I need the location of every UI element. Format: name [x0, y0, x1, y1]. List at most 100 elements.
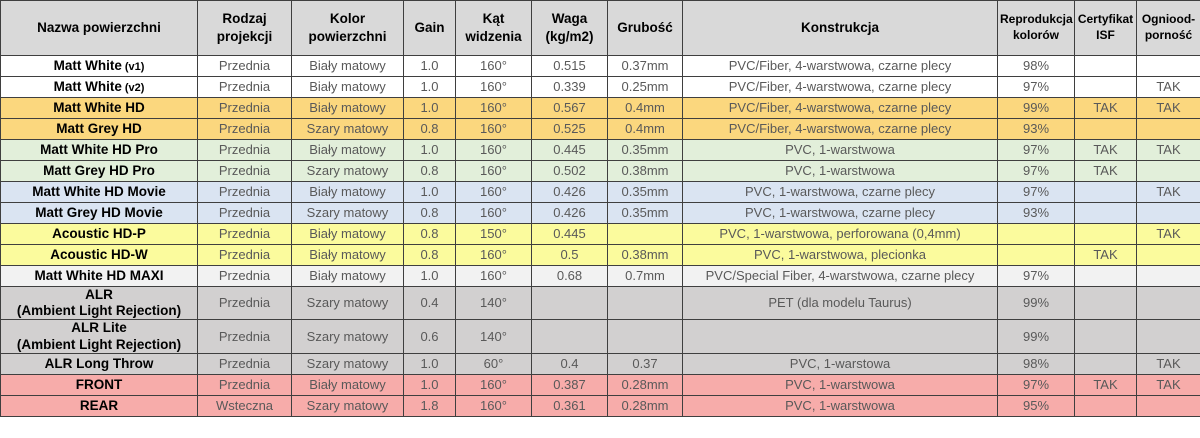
- table-body: Matt White (v1) Przednia Biały matowy 1.0…: [0, 55, 1200, 417]
- surface-name-cell: FRONT: [0, 373, 198, 396]
- thickness-cell: 0.35mm: [607, 139, 683, 161]
- fire-resistance-cell: [1136, 160, 1200, 182]
- viewing-angle-cell: 140°: [455, 285, 532, 321]
- surface-name: Matt White: [53, 78, 122, 94]
- surface-name: Acoustic HD-P: [52, 225, 146, 241]
- construction-cell: PVC/Fiber, 4-warstwowa, czarne plecy: [682, 118, 998, 140]
- weight-cell: 0.502: [531, 160, 608, 182]
- viewing-angle-cell: 60°: [455, 352, 532, 375]
- surface-color-cell: Szary matowy: [291, 319, 404, 354]
- header-thickness: Grubość: [607, 0, 683, 56]
- surface-name-cell: Matt White HD MAXI: [0, 265, 198, 287]
- table-row: REAR Wsteczna Szary matowy 1.8 160° 0.36…: [0, 394, 1200, 417]
- header-weight: Waga (kg/m2): [531, 0, 608, 56]
- projection-type-cell: Przednia: [197, 55, 292, 77]
- thickness-cell: [607, 285, 683, 321]
- fire-resistance-cell: [1136, 394, 1200, 417]
- surface-color-cell: Biały matowy: [291, 181, 404, 203]
- viewing-angle-cell: 140°: [455, 319, 532, 354]
- viewing-angle-cell: 160°: [455, 160, 532, 182]
- projection-type-cell: Przednia: [197, 139, 292, 161]
- color-reproduction-cell: 97%: [997, 373, 1075, 396]
- surface-name: Acoustic HD-W: [50, 246, 148, 262]
- fire-resistance-cell: [1136, 202, 1200, 224]
- color-reproduction-cell: 95%: [997, 394, 1075, 417]
- surface-color-cell: Szary matowy: [291, 118, 404, 140]
- isf-certificate-cell: [1074, 118, 1137, 140]
- surface-name-cell: ALR (Ambient Light Rejection): [0, 285, 198, 321]
- thickness-cell: 0.28mm: [607, 394, 683, 417]
- isf-certificate-cell: [1074, 55, 1137, 77]
- gain-cell: 1.8: [403, 394, 456, 417]
- projection-type-cell: Przednia: [197, 118, 292, 140]
- surface-color-cell: Szary matowy: [291, 160, 404, 182]
- projection-type-cell: Wsteczna: [197, 394, 292, 417]
- isf-certificate-cell: [1074, 202, 1137, 224]
- fire-resistance-cell: TAK: [1136, 139, 1200, 161]
- surface-name: Matt White HD MAXI: [34, 267, 164, 283]
- table-row: Acoustic HD-W Przednia Biały matowy 0.8 …: [0, 244, 1200, 266]
- surface-name: REAR: [79, 397, 119, 413]
- isf-certificate-cell: TAK: [1074, 160, 1137, 182]
- color-reproduction-cell: 99%: [997, 285, 1075, 321]
- viewing-angle-cell: 160°: [455, 244, 532, 266]
- thickness-cell: 0.7mm: [607, 265, 683, 287]
- weight-cell: 0.515: [531, 55, 608, 77]
- color-reproduction-cell: [997, 223, 1075, 245]
- surface-name-cell: Matt Grey HD Pro: [0, 160, 198, 182]
- table-row: Matt White HD Pro Przednia Biały matowy …: [0, 139, 1200, 161]
- table-row: Matt White (v1) Przednia Biały matowy 1.0…: [0, 55, 1200, 77]
- color-reproduction-cell: 97%: [997, 160, 1075, 182]
- gain-cell: 0.8: [403, 202, 456, 224]
- viewing-angle-cell: 160°: [455, 202, 532, 224]
- fire-resistance-cell: [1136, 244, 1200, 266]
- gain-cell: 0.8: [403, 160, 456, 182]
- gain-cell: 1.0: [403, 139, 456, 161]
- projection-type-cell: Przednia: [197, 373, 292, 396]
- weight-cell: [531, 319, 608, 354]
- table-row: ALR Lite (Ambient Light Rejection) Przed…: [0, 319, 1200, 354]
- viewing-angle-cell: 160°: [455, 373, 532, 396]
- fire-resistance-cell: TAK: [1136, 181, 1200, 203]
- isf-certificate-cell: [1074, 181, 1137, 203]
- color-reproduction-cell: 97%: [997, 265, 1075, 287]
- surface-name-cell: Matt White (v1): [0, 55, 198, 77]
- surface-color-cell: Biały matowy: [291, 244, 404, 266]
- gain-cell: 0.8: [403, 118, 456, 140]
- isf-certificate-cell: TAK: [1074, 373, 1137, 396]
- thickness-cell: [607, 319, 683, 354]
- surface-name-cell: Matt White HD Movie: [0, 181, 198, 203]
- surface-name: Matt White HD: [53, 99, 145, 115]
- surface-color-cell: Biały matowy: [291, 55, 404, 77]
- surface-name: ALR (Ambient Light Rejection): [16, 287, 182, 319]
- table-row: FRONT Przednia Biały matowy 1.0 160° 0.3…: [0, 373, 1200, 396]
- header-viewing-angle: Kąt widzenia: [455, 0, 532, 56]
- construction-cell: PVC, 1-warstowa: [682, 352, 998, 375]
- projection-surfaces-sheet: Nazwa powierzchni Rodzaj projekcji Kolor…: [0, 0, 1200, 417]
- gain-cell: 1.0: [403, 181, 456, 203]
- construction-cell: PVC, 1-warstwowa: [682, 394, 998, 417]
- surface-color-cell: Biały matowy: [291, 373, 404, 396]
- weight-cell: 0.4: [531, 352, 608, 375]
- projection-type-cell: Przednia: [197, 285, 292, 321]
- fire-resistance-cell: [1136, 265, 1200, 287]
- header-gain: Gain: [403, 0, 456, 56]
- surface-name: ALR Long Throw: [44, 355, 154, 371]
- surface-name-cell: Matt White (v2): [0, 76, 198, 98]
- header-surface-color: Kolor powierzchni: [291, 0, 404, 56]
- thickness-cell: [607, 223, 683, 245]
- surface-name-cell: ALR Long Throw: [0, 352, 198, 375]
- viewing-angle-cell: 160°: [455, 118, 532, 140]
- surface-name-cell: ALR Lite (Ambient Light Rejection): [0, 319, 198, 354]
- thickness-cell: 0.37: [607, 352, 683, 375]
- header-fire-resistance: Ogniood- porność: [1136, 0, 1200, 56]
- construction-cell: PVC, 1-warstwowa: [682, 160, 998, 182]
- projection-type-cell: Przednia: [197, 265, 292, 287]
- construction-cell: PVC/Special Fiber, 4-warstwowa, czarne p…: [682, 265, 998, 287]
- color-reproduction-cell: 99%: [997, 97, 1075, 119]
- weight-cell: 0.387: [531, 373, 608, 396]
- viewing-angle-cell: 150°: [455, 223, 532, 245]
- table-row: Matt Grey HD Pro Przednia Szary matowy 0…: [0, 160, 1200, 182]
- construction-cell: PVC/Fiber, 4-warstwowa, czarne plecy: [682, 55, 998, 77]
- gain-cell: 1.0: [403, 373, 456, 396]
